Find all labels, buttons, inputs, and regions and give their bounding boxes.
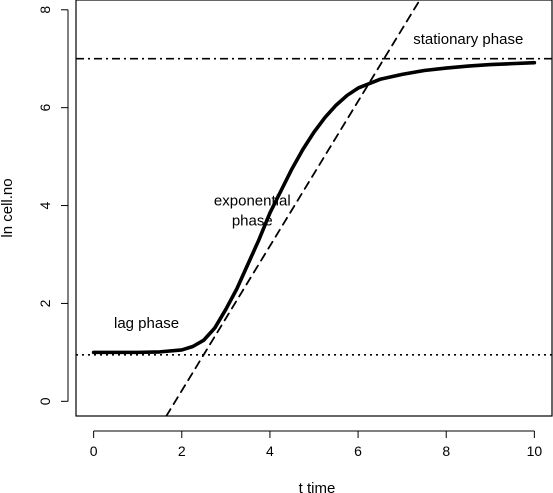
x-axis-title: t time: [299, 480, 336, 493]
x-tick-label: 10: [527, 443, 543, 459]
growth-curve-line: [91, 60, 537, 355]
y-axis: 0 2 4 6 8: [37, 6, 69, 405]
x-tick-label: 6: [354, 443, 362, 459]
annotation-text: lag phase: [114, 315, 179, 332]
annotation-layer: stationary phase exponential phase lag phas…: [114, 31, 523, 332]
series-layer: [76, 0, 552, 416]
y-tick-label: 6: [37, 104, 53, 112]
y-tick-label: 8: [37, 6, 53, 14]
exponential-fit-line: [165, 0, 421, 416]
x-tick-label: 2: [178, 443, 186, 459]
y-axis-title: ln cell.no: [0, 178, 16, 237]
annotation-text: phase: [232, 213, 273, 230]
x-tick-label: 4: [266, 443, 274, 459]
annotation-text: exponential: [214, 193, 291, 210]
y-tick-label: 0: [37, 397, 53, 405]
y-tick-label: 4: [37, 201, 53, 209]
plot-frame: [75, 0, 553, 417]
annotation-text: stationary phase: [413, 31, 523, 48]
x-tick-label: 0: [90, 443, 98, 459]
x-axis: 0 2 4 6 8 10: [90, 430, 543, 459]
y-tick-label: 2: [37, 299, 53, 307]
x-tick-label: 8: [442, 443, 450, 459]
